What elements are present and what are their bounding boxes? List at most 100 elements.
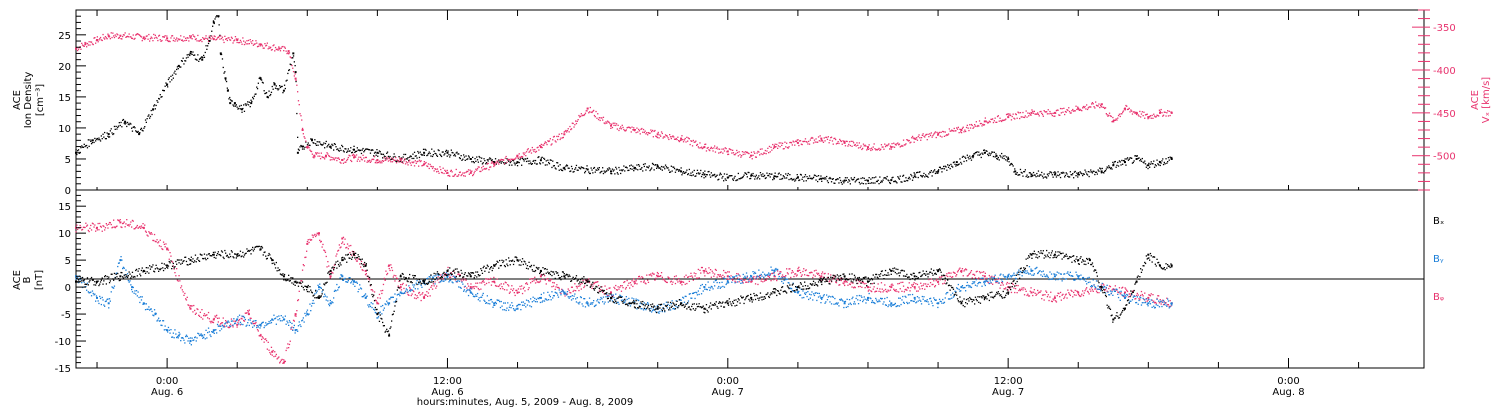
ion-density-point [167, 78, 170, 81]
vx-point [534, 148, 536, 151]
vx-point [448, 174, 450, 177]
ion-density-point [1004, 155, 1006, 157]
bz-point [575, 285, 578, 288]
by-point [230, 320, 233, 322]
by-point [336, 283, 338, 286]
by-point [346, 281, 349, 283]
by-point [342, 279, 345, 281]
vx-point [350, 159, 352, 162]
ion-density-point [308, 144, 310, 146]
vx-point [647, 134, 649, 136]
by-point [442, 280, 444, 282]
vx-point [687, 140, 689, 142]
ion-density-point [189, 54, 191, 57]
ion-density-point [160, 96, 162, 98]
bz-point [853, 287, 855, 289]
bz-point [576, 287, 578, 289]
vx-point [721, 148, 723, 150]
ion-density-point [435, 153, 437, 155]
ion-density-point [77, 150, 79, 152]
ion-density-point [81, 145, 83, 147]
by-point [286, 320, 288, 322]
vx-point [1146, 113, 1148, 115]
ion-density-point [747, 171, 749, 174]
ion-density-point [858, 181, 860, 184]
by-point [499, 300, 501, 303]
ion-density-point [706, 174, 708, 176]
bz-point [816, 272, 818, 274]
vx-point [467, 170, 469, 173]
vx-point [1149, 115, 1152, 117]
vx-point [638, 128, 640, 131]
vx-point [324, 156, 327, 158]
by-point [198, 334, 201, 337]
bz-point [427, 292, 430, 294]
vx-point [146, 35, 148, 37]
ion-density-point [866, 180, 869, 182]
bz-point [458, 273, 460, 275]
ion-density-point [450, 149, 452, 151]
bz-point [862, 282, 864, 284]
vx-point [475, 168, 477, 170]
by-point [449, 280, 451, 282]
bz-point [1146, 300, 1148, 302]
by-point [169, 332, 171, 334]
by-point [310, 310, 312, 312]
ion-density-point [85, 145, 87, 147]
vx-point [883, 148, 885, 150]
ion-density-point [1107, 167, 1109, 169]
vx-point [1129, 111, 1131, 113]
ion-density-point [993, 151, 995, 153]
ion-density-point [225, 80, 228, 83]
vx-point [548, 140, 550, 143]
bz-point [995, 281, 997, 284]
ion-density-point [348, 150, 350, 152]
by-point [183, 339, 185, 341]
bz-point [399, 286, 402, 289]
ion-density-point [836, 178, 838, 180]
bz-point [247, 311, 250, 313]
vx-point [853, 142, 855, 144]
bz-point [485, 282, 488, 285]
ion-density-point [675, 169, 677, 171]
ion-density-point [639, 168, 641, 170]
vx-point [1158, 109, 1161, 111]
by-point [190, 344, 192, 346]
by-point [362, 296, 364, 298]
ion-density-point [1148, 162, 1150, 164]
vx-point [1152, 117, 1154, 119]
bz-point [149, 233, 152, 235]
by-point [210, 335, 212, 338]
bz-point [572, 290, 574, 293]
ion-density-point [1098, 170, 1100, 172]
ion-density-point [201, 58, 204, 61]
by-point [238, 314, 241, 316]
ion-density-point [113, 133, 115, 135]
ion-density-point [1054, 171, 1056, 173]
ion-density-point [1160, 162, 1162, 164]
bz-point [97, 222, 99, 225]
ion-density-point [720, 173, 722, 176]
ion-density-point [959, 158, 961, 160]
ion-density-point [643, 165, 645, 168]
bz-point [365, 273, 367, 275]
bz-point [596, 281, 598, 283]
ion-density-point [499, 161, 501, 163]
ion-density-point [220, 53, 222, 56]
vx-point [1095, 104, 1098, 106]
vx-point [539, 145, 541, 147]
ion-density-point [1110, 167, 1112, 169]
bz-point [376, 302, 379, 305]
bz-point [384, 279, 386, 281]
by-point [276, 316, 278, 318]
by-point [437, 274, 439, 276]
by-point [301, 320, 303, 322]
bz-point [519, 285, 521, 288]
ion-density-point [310, 138, 312, 140]
ion-density-point [768, 174, 770, 177]
ion-density-point [557, 162, 559, 164]
ion-density-point [247, 101, 249, 103]
bz-point [381, 292, 383, 295]
by-point [203, 334, 206, 336]
bz-point [579, 283, 582, 285]
